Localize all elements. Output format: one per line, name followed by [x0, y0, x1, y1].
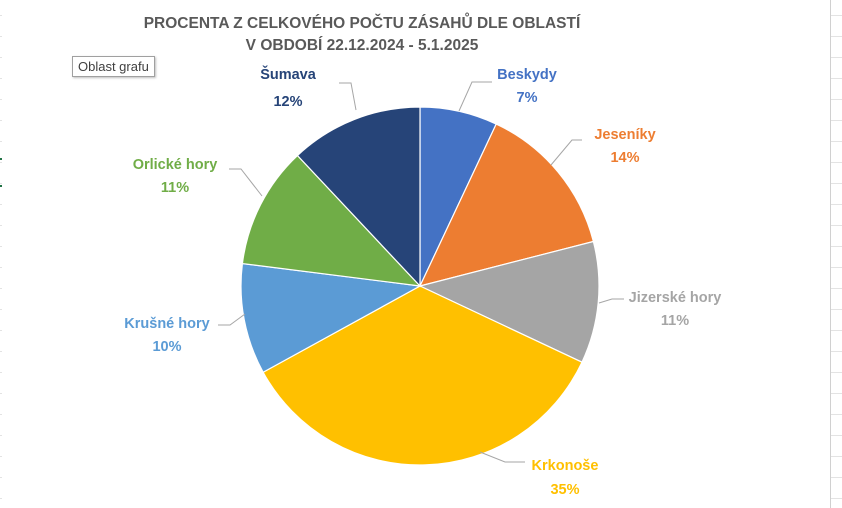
slice-label-name: Krkonoše	[532, 458, 599, 474]
leader-line	[550, 139, 582, 166]
slice-label-name: Jizerské hory	[629, 290, 722, 306]
slice-label-percent: 11%	[661, 313, 689, 329]
slice-label-name: Krušné hory	[124, 316, 209, 332]
pie-slice-7[interactable]	[296, 106, 421, 288]
slice-label-percent: 14%	[610, 150, 639, 166]
slice-label-percent: 35%	[550, 482, 579, 498]
slice-label-name: Beskydy	[497, 67, 557, 83]
chart-area-tooltip: Oblast grafu	[72, 56, 155, 77]
leader-line	[229, 168, 263, 197]
chart-title-line2: V OBDOBÍ 22.12.2024 - 5.1.2025	[245, 37, 479, 54]
pie-slice-5[interactable]	[240, 262, 422, 374]
slice-label-name: Šumava	[260, 65, 317, 83]
slice-label-percent: 12%	[273, 94, 302, 110]
row-marker	[0, 185, 2, 187]
pie-slice-4[interactable]	[262, 285, 583, 466]
leader-line	[598, 298, 624, 304]
pie-slice-3[interactable]	[418, 240, 600, 364]
slice-label-name: Orlické hory	[133, 157, 218, 173]
leader-line	[339, 82, 357, 111]
leader-line	[218, 313, 246, 326]
row-marker	[0, 158, 2, 160]
slice-label-percent: 7%	[517, 90, 538, 106]
slice-label-percent: 11%	[161, 180, 189, 196]
leader-line	[479, 451, 525, 463]
chart-title: PROCENTA Z CELKOVÉHO POČTU ZÁSAHŮ DLE OB…	[2, 13, 722, 57]
pie-slice-2[interactable]	[418, 123, 595, 287]
slice-label-percent: 10%	[152, 339, 181, 355]
pie-slice-6[interactable]	[241, 154, 422, 287]
chart-title-line1: PROCENTA Z CELKOVÉHO POČTU ZÁSAHŮ DLE OB…	[143, 15, 581, 32]
leader-line	[458, 81, 492, 112]
slice-label-name: Jeseníky	[594, 127, 655, 143]
